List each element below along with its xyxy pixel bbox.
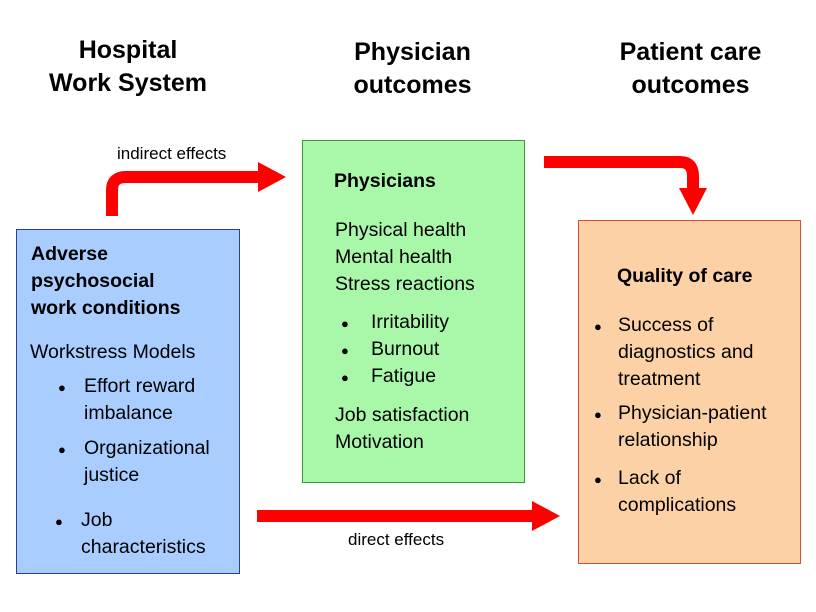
indirect-effects-arrow-shaft bbox=[106, 171, 262, 216]
motivation-text: Motivation bbox=[335, 431, 424, 453]
mental-health-text: Mental health bbox=[335, 246, 453, 268]
list-item: Physician-patient relationship bbox=[594, 400, 766, 454]
header-hospital-work-system: Hospital Work System bbox=[49, 36, 207, 97]
indirect-effects-label: indirect effects bbox=[117, 144, 227, 163]
workstress-models-label: Workstress Models bbox=[30, 341, 196, 363]
adverse-work-conditions-title: Adverse psychosocial work conditions bbox=[31, 243, 181, 319]
physical-health-text: Physical health bbox=[335, 219, 467, 241]
list-item: Burnout bbox=[341, 336, 439, 364]
direct-effects-arrowhead bbox=[532, 501, 560, 531]
job-satisfaction-text: Job satisfaction bbox=[335, 404, 470, 426]
physicians-box: Physicians Physical health Mental health… bbox=[302, 140, 525, 483]
list-item: Lack of complications bbox=[594, 465, 736, 519]
direct-effects-arrow-shaft bbox=[257, 510, 535, 522]
header-patient-care-outcomes: Patient care outcomes bbox=[619, 38, 762, 99]
list-item: Organizational justice bbox=[58, 435, 210, 489]
header-physician-outcomes: Physician outcomes bbox=[353, 38, 472, 99]
list-item: Irritability bbox=[341, 309, 449, 337]
list-item: Fatigue bbox=[341, 363, 436, 391]
quality-of-care-box: Quality of care Success of diagnostics a… bbox=[578, 220, 801, 564]
adverse-work-conditions-box: Adverse psychosocial work conditions Wor… bbox=[16, 229, 240, 574]
quality-arrowhead bbox=[679, 188, 707, 215]
list-item: Job characteristics bbox=[55, 507, 206, 561]
list-item: Success of diagnostics and treatment bbox=[594, 312, 753, 393]
list-item: Effort reward imbalance bbox=[58, 373, 195, 427]
physicians-title: Physicians bbox=[334, 170, 436, 192]
stress-reactions-text: Stress reactions bbox=[335, 273, 475, 295]
indirect-effects-arrowhead bbox=[258, 162, 286, 192]
quality-of-care-title: Quality of care bbox=[617, 265, 753, 287]
quality-arrow-shaft bbox=[544, 156, 699, 190]
direct-effects-label: direct effects bbox=[348, 530, 445, 549]
